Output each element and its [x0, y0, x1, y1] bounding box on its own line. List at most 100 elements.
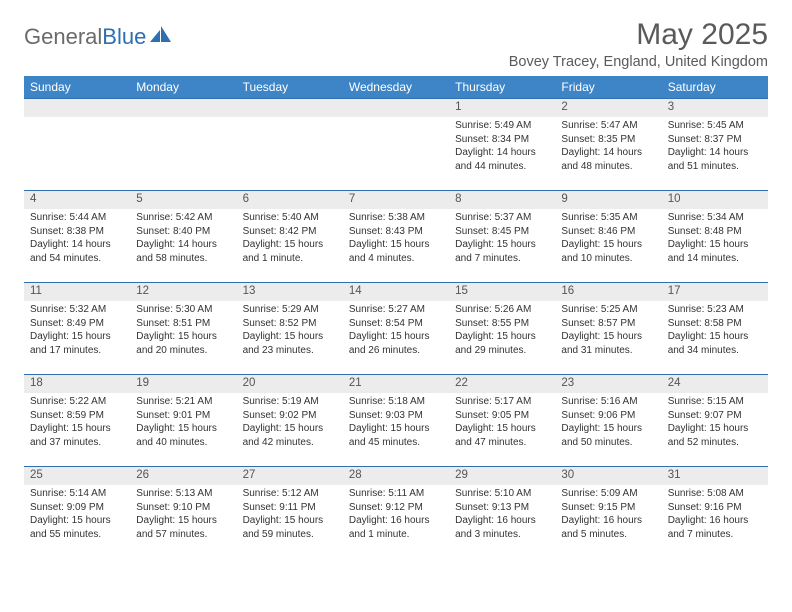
- day-details: Sunrise: 5:21 AMSunset: 9:01 PMDaylight:…: [130, 393, 236, 451]
- day-details: Sunrise: 5:08 AMSunset: 9:16 PMDaylight:…: [662, 485, 768, 543]
- day-header: Friday: [555, 76, 661, 99]
- day-details: Sunrise: 5:09 AMSunset: 9:15 PMDaylight:…: [555, 485, 661, 543]
- calendar-week-row: 11Sunrise: 5:32 AMSunset: 8:49 PMDayligh…: [24, 283, 768, 375]
- calendar-cell: 23Sunrise: 5:16 AMSunset: 9:06 PMDayligh…: [555, 375, 661, 467]
- day-detail-line: Daylight: 15 hours and 29 minutes.: [455, 330, 549, 357]
- day-detail-line: Sunrise: 5:26 AM: [455, 303, 549, 317]
- day-detail-line: Daylight: 15 hours and 31 minutes.: [561, 330, 655, 357]
- day-detail-line: Daylight: 15 hours and 1 minute.: [243, 238, 337, 265]
- day-detail-line: Sunset: 9:03 PM: [349, 409, 443, 423]
- day-number: 19: [130, 375, 236, 393]
- day-number: 29: [449, 467, 555, 485]
- day-details: Sunrise: 5:47 AMSunset: 8:35 PMDaylight:…: [555, 117, 661, 175]
- brand-sail-icon: [150, 26, 172, 49]
- day-detail-line: Daylight: 15 hours and 59 minutes.: [243, 514, 337, 541]
- day-detail-line: Sunset: 9:11 PM: [243, 501, 337, 515]
- day-details: Sunrise: 5:11 AMSunset: 9:12 PMDaylight:…: [343, 485, 449, 543]
- calendar-cell: 2Sunrise: 5:47 AMSunset: 8:35 PMDaylight…: [555, 99, 661, 191]
- day-detail-line: Sunrise: 5:29 AM: [243, 303, 337, 317]
- day-number: [237, 99, 343, 117]
- day-detail-line: Daylight: 15 hours and 4 minutes.: [349, 238, 443, 265]
- day-detail-line: Sunset: 9:01 PM: [136, 409, 230, 423]
- day-details: Sunrise: 5:29 AMSunset: 8:52 PMDaylight:…: [237, 301, 343, 359]
- day-detail-line: Daylight: 16 hours and 5 minutes.: [561, 514, 655, 541]
- day-detail-line: Daylight: 14 hours and 44 minutes.: [455, 146, 549, 173]
- day-header-row: Sunday Monday Tuesday Wednesday Thursday…: [24, 76, 768, 99]
- calendar-head: Sunday Monday Tuesday Wednesday Thursday…: [24, 76, 768, 99]
- calendar-cell: 9Sunrise: 5:35 AMSunset: 8:46 PMDaylight…: [555, 191, 661, 283]
- day-details: Sunrise: 5:13 AMSunset: 9:10 PMDaylight:…: [130, 485, 236, 543]
- day-detail-line: Daylight: 15 hours and 34 minutes.: [668, 330, 762, 357]
- calendar-cell: 25Sunrise: 5:14 AMSunset: 9:09 PMDayligh…: [24, 467, 130, 559]
- day-detail-line: Sunrise: 5:38 AM: [349, 211, 443, 225]
- day-detail-line: Daylight: 15 hours and 14 minutes.: [668, 238, 762, 265]
- day-detail-line: Sunrise: 5:10 AM: [455, 487, 549, 501]
- calendar-cell: 27Sunrise: 5:12 AMSunset: 9:11 PMDayligh…: [237, 467, 343, 559]
- day-number: 12: [130, 283, 236, 301]
- day-detail-line: Sunrise: 5:16 AM: [561, 395, 655, 409]
- day-number: 3: [662, 99, 768, 117]
- day-detail-line: Sunset: 8:59 PM: [30, 409, 124, 423]
- day-detail-line: Sunrise: 5:42 AM: [136, 211, 230, 225]
- day-detail-line: Daylight: 15 hours and 23 minutes.: [243, 330, 337, 357]
- day-detail-line: Sunset: 8:42 PM: [243, 225, 337, 239]
- day-details: [24, 117, 130, 121]
- calendar-cell: [24, 99, 130, 191]
- day-detail-line: Sunset: 8:37 PM: [668, 133, 762, 147]
- day-number: 10: [662, 191, 768, 209]
- calendar-cell: [130, 99, 236, 191]
- calendar-table: Sunday Monday Tuesday Wednesday Thursday…: [24, 76, 768, 559]
- day-details: Sunrise: 5:49 AMSunset: 8:34 PMDaylight:…: [449, 117, 555, 175]
- calendar-cell: 20Sunrise: 5:19 AMSunset: 9:02 PMDayligh…: [237, 375, 343, 467]
- day-detail-line: Daylight: 14 hours and 51 minutes.: [668, 146, 762, 173]
- day-detail-line: Sunset: 8:34 PM: [455, 133, 549, 147]
- day-detail-line: Sunrise: 5:23 AM: [668, 303, 762, 317]
- day-detail-line: Sunrise: 5:18 AM: [349, 395, 443, 409]
- day-number: [130, 99, 236, 117]
- day-details: [343, 117, 449, 121]
- day-details: Sunrise: 5:37 AMSunset: 8:45 PMDaylight:…: [449, 209, 555, 267]
- day-detail-line: Sunrise: 5:22 AM: [30, 395, 124, 409]
- day-number: 8: [449, 191, 555, 209]
- day-details: Sunrise: 5:32 AMSunset: 8:49 PMDaylight:…: [24, 301, 130, 359]
- day-details: Sunrise: 5:23 AMSunset: 8:58 PMDaylight:…: [662, 301, 768, 359]
- calendar-cell: 22Sunrise: 5:17 AMSunset: 9:05 PMDayligh…: [449, 375, 555, 467]
- calendar-cell: [343, 99, 449, 191]
- day-number: 1: [449, 99, 555, 117]
- day-detail-line: Sunrise: 5:25 AM: [561, 303, 655, 317]
- day-details: Sunrise: 5:30 AMSunset: 8:51 PMDaylight:…: [130, 301, 236, 359]
- day-detail-line: Sunset: 8:55 PM: [455, 317, 549, 331]
- calendar-week-row: 4Sunrise: 5:44 AMSunset: 8:38 PMDaylight…: [24, 191, 768, 283]
- day-number: [24, 99, 130, 117]
- brand-text: GeneralBlue: [24, 24, 146, 50]
- day-detail-line: Daylight: 15 hours and 40 minutes.: [136, 422, 230, 449]
- day-detail-line: Daylight: 15 hours and 26 minutes.: [349, 330, 443, 357]
- day-detail-line: Sunrise: 5:49 AM: [455, 119, 549, 133]
- day-detail-line: Sunrise: 5:37 AM: [455, 211, 549, 225]
- day-detail-line: Sunset: 8:48 PM: [668, 225, 762, 239]
- location-text: Bovey Tracey, England, United Kingdom: [509, 54, 768, 70]
- day-detail-line: Daylight: 15 hours and 52 minutes.: [668, 422, 762, 449]
- day-number: 5: [130, 191, 236, 209]
- calendar-cell: 21Sunrise: 5:18 AMSunset: 9:03 PMDayligh…: [343, 375, 449, 467]
- day-detail-line: Sunset: 9:02 PM: [243, 409, 337, 423]
- day-number: 31: [662, 467, 768, 485]
- month-title: May 2025: [509, 18, 768, 52]
- day-details: Sunrise: 5:14 AMSunset: 9:09 PMDaylight:…: [24, 485, 130, 543]
- day-detail-line: Sunrise: 5:45 AM: [668, 119, 762, 133]
- day-details: Sunrise: 5:42 AMSunset: 8:40 PMDaylight:…: [130, 209, 236, 267]
- brand-logo: GeneralBlue: [24, 18, 172, 50]
- day-detail-line: Sunrise: 5:19 AM: [243, 395, 337, 409]
- calendar-cell: 19Sunrise: 5:21 AMSunset: 9:01 PMDayligh…: [130, 375, 236, 467]
- calendar-cell: 30Sunrise: 5:09 AMSunset: 9:15 PMDayligh…: [555, 467, 661, 559]
- calendar-cell: 8Sunrise: 5:37 AMSunset: 8:45 PMDaylight…: [449, 191, 555, 283]
- day-detail-line: Sunset: 9:07 PM: [668, 409, 762, 423]
- calendar-cell: 26Sunrise: 5:13 AMSunset: 9:10 PMDayligh…: [130, 467, 236, 559]
- day-detail-line: Daylight: 16 hours and 7 minutes.: [668, 514, 762, 541]
- day-number: 2: [555, 99, 661, 117]
- calendar-week-row: 18Sunrise: 5:22 AMSunset: 8:59 PMDayligh…: [24, 375, 768, 467]
- day-number: 22: [449, 375, 555, 393]
- day-number: 26: [130, 467, 236, 485]
- day-number: 16: [555, 283, 661, 301]
- day-detail-line: Sunrise: 5:17 AM: [455, 395, 549, 409]
